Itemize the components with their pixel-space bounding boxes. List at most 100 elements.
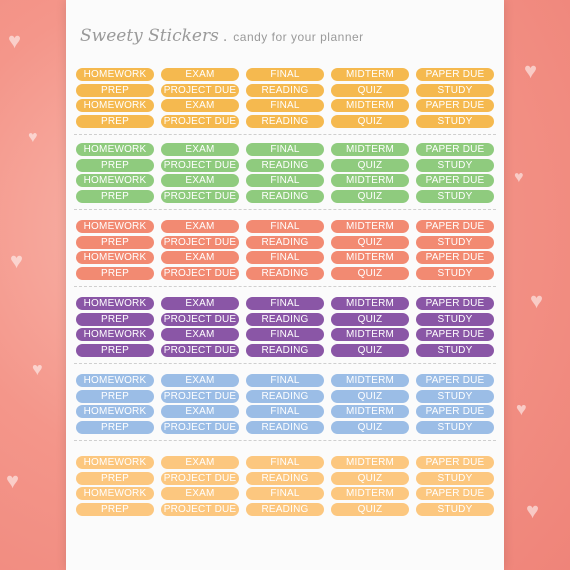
sticker-label[interactable]: MIDTERM [331, 405, 409, 418]
sticker-label[interactable]: PREP [76, 235, 154, 249]
sticker-label[interactable]: MIDTERM [331, 487, 409, 500]
sticker-label[interactable]: PAPER DUE [416, 220, 494, 233]
sticker-label[interactable]: HOMEWORK [76, 220, 154, 233]
sticker-label[interactable]: MIDTERM [331, 297, 409, 310]
sticker-label[interactable]: QUIZ [331, 502, 409, 516]
sticker-label[interactable]: QUIZ [331, 343, 409, 357]
sticker-label[interactable]: EXAM [161, 174, 239, 187]
sticker-label[interactable]: PAPER DUE [416, 99, 494, 112]
sticker-label[interactable]: MIDTERM [331, 99, 409, 112]
sticker-label[interactable]: HOMEWORK [76, 174, 154, 187]
sticker-label[interactable]: MIDTERM [331, 174, 409, 187]
sticker-label[interactable]: STUDY [416, 83, 494, 97]
sticker-label[interactable]: EXAM [161, 297, 239, 310]
sticker-label[interactable]: STUDY [416, 389, 494, 403]
sticker-label[interactable]: HOMEWORK [76, 456, 154, 469]
sticker-label[interactable]: MIDTERM [331, 143, 409, 156]
sticker-label[interactable]: MIDTERM [331, 251, 409, 264]
sticker-label[interactable]: PROJECT DUE [161, 83, 239, 97]
sticker-label[interactable]: QUIZ [331, 266, 409, 280]
sticker-label[interactable]: QUIZ [331, 158, 409, 172]
sticker-label[interactable]: HOMEWORK [76, 251, 154, 264]
sticker-label[interactable]: PROJECT DUE [161, 420, 239, 434]
sticker-label[interactable]: FINAL [246, 99, 324, 112]
sticker-label[interactable]: PREP [76, 83, 154, 97]
sticker-label[interactable]: PREP [76, 502, 154, 516]
sticker-label[interactable]: PREP [76, 158, 154, 172]
sticker-label[interactable]: PAPER DUE [416, 456, 494, 469]
sticker-label[interactable]: HOMEWORK [76, 328, 154, 341]
sticker-label[interactable]: HOMEWORK [76, 297, 154, 310]
sticker-label[interactable]: READING [246, 389, 324, 403]
sticker-label[interactable]: STUDY [416, 312, 494, 326]
sticker-label[interactable]: EXAM [161, 68, 239, 81]
sticker-label[interactable]: FINAL [246, 220, 324, 233]
sticker-label[interactable]: READING [246, 502, 324, 516]
sticker-label[interactable]: PROJECT DUE [161, 189, 239, 203]
sticker-label[interactable]: FINAL [246, 297, 324, 310]
sticker-label[interactable]: QUIZ [331, 114, 409, 128]
sticker-label[interactable]: EXAM [161, 487, 239, 500]
sticker-label[interactable]: STUDY [416, 114, 494, 128]
sticker-label[interactable]: PREP [76, 343, 154, 357]
sticker-label[interactable]: PROJECT DUE [161, 389, 239, 403]
sticker-label[interactable]: FINAL [246, 487, 324, 500]
sticker-label[interactable]: PREP [76, 420, 154, 434]
sticker-label[interactable]: HOMEWORK [76, 68, 154, 81]
sticker-label[interactable]: FINAL [246, 328, 324, 341]
sticker-label[interactable]: PAPER DUE [416, 374, 494, 387]
sticker-label[interactable]: STUDY [416, 420, 494, 434]
sticker-label[interactable]: PAPER DUE [416, 68, 494, 81]
sticker-label[interactable]: STUDY [416, 158, 494, 172]
sticker-label[interactable]: MIDTERM [331, 68, 409, 81]
sticker-label[interactable]: PREP [76, 114, 154, 128]
sticker-label[interactable]: PREP [76, 266, 154, 280]
sticker-label[interactable]: EXAM [161, 456, 239, 469]
sticker-label[interactable]: READING [246, 235, 324, 249]
sticker-label[interactable]: MIDTERM [331, 328, 409, 341]
sticker-label[interactable]: EXAM [161, 99, 239, 112]
sticker-label[interactable]: EXAM [161, 143, 239, 156]
sticker-label[interactable]: EXAM [161, 328, 239, 341]
sticker-label[interactable]: FINAL [246, 405, 324, 418]
sticker-label[interactable]: PAPER DUE [416, 174, 494, 187]
sticker-label[interactable]: READING [246, 83, 324, 97]
sticker-label[interactable]: PAPER DUE [416, 143, 494, 156]
sticker-label[interactable]: QUIZ [331, 389, 409, 403]
sticker-label[interactable]: STUDY [416, 235, 494, 249]
sticker-label[interactable]: FINAL [246, 68, 324, 81]
sticker-label[interactable]: MIDTERM [331, 220, 409, 233]
sticker-label[interactable]: READING [246, 312, 324, 326]
sticker-label[interactable]: PROJECT DUE [161, 235, 239, 249]
sticker-label[interactable]: PROJECT DUE [161, 312, 239, 326]
sticker-label[interactable]: HOMEWORK [76, 487, 154, 500]
sticker-label[interactable]: EXAM [161, 220, 239, 233]
sticker-label[interactable]: FINAL [246, 251, 324, 264]
sticker-label[interactable]: HOMEWORK [76, 143, 154, 156]
sticker-label[interactable]: QUIZ [331, 312, 409, 326]
sticker-label[interactable]: FINAL [246, 174, 324, 187]
sticker-label[interactable]: QUIZ [331, 189, 409, 203]
sticker-label[interactable]: PAPER DUE [416, 405, 494, 418]
sticker-label[interactable]: QUIZ [331, 420, 409, 434]
sticker-label[interactable]: FINAL [246, 143, 324, 156]
sticker-label[interactable]: PAPER DUE [416, 297, 494, 310]
sticker-label[interactable]: PROJECT DUE [161, 502, 239, 516]
sticker-label[interactable]: READING [246, 189, 324, 203]
sticker-label[interactable]: FINAL [246, 456, 324, 469]
sticker-label[interactable]: STUDY [416, 266, 494, 280]
sticker-label[interactable]: STUDY [416, 502, 494, 516]
sticker-label[interactable]: PREP [76, 189, 154, 203]
sticker-label[interactable]: MIDTERM [331, 456, 409, 469]
sticker-label[interactable]: PAPER DUE [416, 328, 494, 341]
sticker-label[interactable]: EXAM [161, 405, 239, 418]
sticker-label[interactable]: PAPER DUE [416, 487, 494, 500]
sticker-label[interactable]: QUIZ [331, 235, 409, 249]
sticker-label[interactable]: PROJECT DUE [161, 114, 239, 128]
sticker-label[interactable]: PROJECT DUE [161, 343, 239, 357]
sticker-label[interactable]: PREP [76, 312, 154, 326]
sticker-label[interactable]: STUDY [416, 471, 494, 485]
sticker-label[interactable]: READING [246, 158, 324, 172]
sticker-label[interactable]: PREP [76, 471, 154, 485]
sticker-label[interactable]: STUDY [416, 343, 494, 357]
